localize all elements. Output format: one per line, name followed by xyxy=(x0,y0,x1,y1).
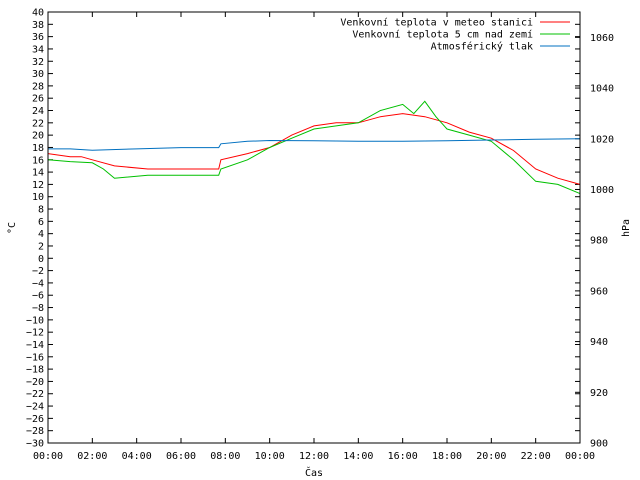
y-tick-label: 12 xyxy=(32,180,44,191)
y2-tick-label: 1020 xyxy=(590,134,614,145)
legend: Venkovní teplota v meteo staniciVenkovní… xyxy=(340,17,570,53)
x-tick-label: 04:00 xyxy=(122,451,152,462)
x-tick-label: 20:00 xyxy=(476,451,506,462)
series-layer xyxy=(47,100,581,195)
y-tick-label: 10 xyxy=(32,192,44,203)
x-tick-label: 18:00 xyxy=(432,451,462,462)
x-tick-label: 16:00 xyxy=(388,451,418,462)
plot-frame xyxy=(47,11,581,444)
x-tick-label: 12:00 xyxy=(299,451,329,462)
y-tick-label: −6 xyxy=(32,291,44,302)
y-tick-label: 18 xyxy=(32,143,44,154)
legend-label-1: Venkovní teplota v meteo stanici xyxy=(340,17,533,29)
y-tick-label: −30 xyxy=(26,439,44,450)
y2-tick-label: 980 xyxy=(590,236,608,247)
y2-tick-label: 960 xyxy=(590,286,608,297)
y-tick-label: −16 xyxy=(26,352,44,363)
y-tick-label: 36 xyxy=(32,32,44,43)
y-tick-label: 4 xyxy=(38,229,44,240)
series-line-3 xyxy=(48,138,581,151)
y-tick-label: −14 xyxy=(26,340,44,351)
y-tick-label: −20 xyxy=(26,377,44,388)
y-tick-label: −2 xyxy=(32,266,44,277)
y-tick-label: 40 xyxy=(32,8,44,19)
y2-tick-label: 940 xyxy=(590,337,608,348)
y-tick-label: −28 xyxy=(26,426,44,437)
y-tick-label: 38 xyxy=(32,20,44,31)
y-tick-label: 14 xyxy=(32,168,44,179)
y-tick-label: 24 xyxy=(32,106,44,117)
y-tick-label: 32 xyxy=(32,57,44,68)
y2-tick-label: 1040 xyxy=(590,84,614,95)
y-axis-label: °C xyxy=(7,222,18,234)
legend-label-3: Atmosférický tlak xyxy=(431,41,533,53)
x-tick-label: 06:00 xyxy=(166,451,196,462)
y-tick-label: −26 xyxy=(26,414,44,425)
x-tick-label: 14:00 xyxy=(343,451,373,462)
y-tick-label: −4 xyxy=(32,278,44,289)
y-tick-label: 28 xyxy=(32,81,44,92)
y-tick-label: −18 xyxy=(26,365,44,376)
legend-label-2: Venkovní teplota 5 cm nad zemí xyxy=(352,29,533,41)
x-tick-label: 10:00 xyxy=(255,451,285,462)
y-tick-label: −8 xyxy=(32,303,44,314)
y-tick-label: 34 xyxy=(32,44,44,55)
y-tick-label: 26 xyxy=(32,94,44,105)
y-tick-label: −22 xyxy=(26,389,44,400)
y-tick-label: 6 xyxy=(38,217,44,228)
y2-tick-label: 1060 xyxy=(590,33,614,44)
y-tick-label: −12 xyxy=(26,328,44,339)
y-tick-label: 16 xyxy=(32,155,44,166)
y2-tick-label: 900 xyxy=(590,439,608,450)
y2-axis-label: hPa xyxy=(621,219,632,237)
y-tick-label: 20 xyxy=(32,131,44,142)
y-tick-label: 2 xyxy=(38,241,44,252)
axis-ticks: 4038363432302826242220181614121086420−2−… xyxy=(26,8,614,463)
x-tick-label: 08:00 xyxy=(210,451,240,462)
y2-tick-label: 1000 xyxy=(590,185,614,196)
x-tick-label: 00:00 xyxy=(33,451,63,462)
y-tick-label: 30 xyxy=(32,69,44,80)
x-tick-label: 22:00 xyxy=(521,451,551,462)
y-tick-label: 8 xyxy=(38,205,44,216)
x-tick-label: 02:00 xyxy=(77,451,107,462)
y2-tick-label: 920 xyxy=(590,388,608,399)
x-tick-label: 00:00 xyxy=(565,451,595,462)
x-axis-label: Čas xyxy=(305,466,323,479)
y-tick-label: 22 xyxy=(32,118,44,129)
y-tick-label: −10 xyxy=(26,315,44,326)
y-tick-label: −24 xyxy=(26,402,44,413)
y-tick-label: 0 xyxy=(38,254,44,265)
